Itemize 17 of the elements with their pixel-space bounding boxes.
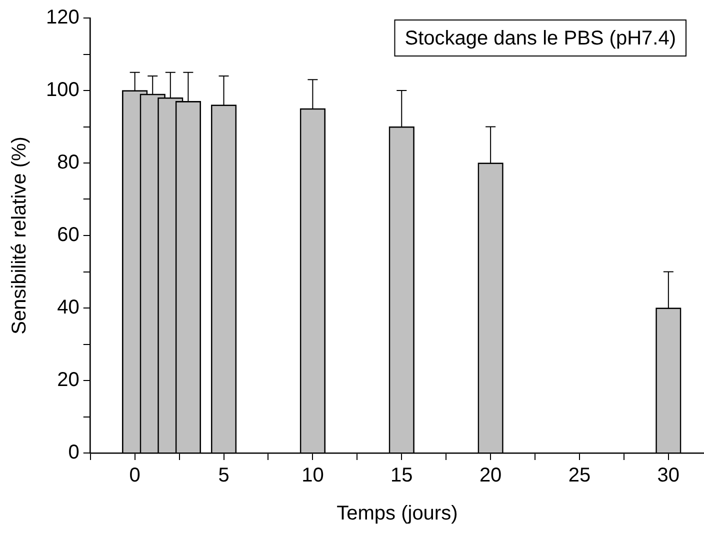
y-tick-label: 40 [57,296,80,319]
x-tick-label: 0 [129,464,140,487]
y-tick-label: 0 [68,442,80,464]
text: Stockage dans le PBS (pH7.4) [404,28,676,50]
y-tick-label: 20 [57,369,80,392]
y-tick-label: 100 [46,79,80,102]
y-tick-label: 80 [57,152,80,174]
x-tick-label: 5 [218,464,230,487]
x-tick-label: 20 [479,464,502,487]
x-tick-label: 10 [302,464,324,487]
x-tick-label: 30 [657,464,680,487]
y-axis-title: Sensibilité relative (%) [8,136,31,334]
y-tick-label: 120 [46,6,80,29]
x-tick-label: 15 [390,464,413,487]
x-tick-label: 25 [568,464,591,487]
y-tick-label: 60 [57,224,80,246]
x-axis-title: Temps (jours) [336,502,458,525]
